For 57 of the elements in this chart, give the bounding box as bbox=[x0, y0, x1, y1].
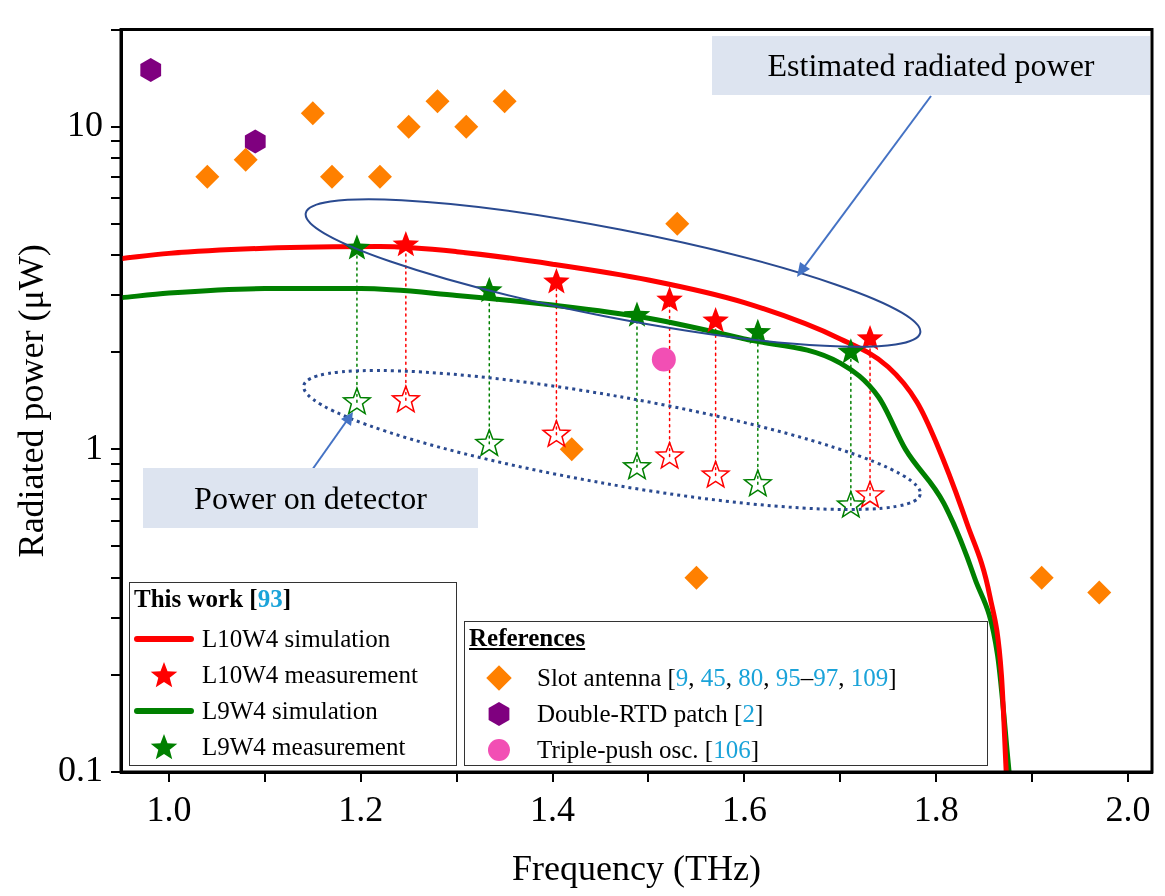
point bbox=[623, 301, 651, 327]
point bbox=[855, 480, 885, 508]
point bbox=[651, 347, 676, 372]
point bbox=[665, 211, 690, 236]
y-tick-label: 0.1 bbox=[58, 749, 103, 790]
y-axis-title: Radiated power (μW) bbox=[11, 244, 52, 558]
point bbox=[543, 268, 570, 294]
x-tick-label: 1.6 bbox=[721, 789, 767, 830]
point bbox=[244, 129, 266, 154]
x-tick-label: 1.0 bbox=[146, 789, 192, 830]
legend-label: L9W4 measurement bbox=[202, 733, 406, 761]
point bbox=[837, 338, 865, 364]
point bbox=[744, 318, 772, 344]
point bbox=[702, 306, 729, 333]
point bbox=[195, 164, 220, 189]
point bbox=[140, 57, 162, 82]
y-tick-label: 10 bbox=[67, 104, 103, 145]
point bbox=[391, 385, 420, 413]
x-tick-label: 1.8 bbox=[913, 789, 959, 830]
point bbox=[1087, 580, 1112, 605]
legend-label: L10W4 measurement bbox=[202, 661, 418, 689]
point bbox=[492, 89, 517, 114]
legend-label: Double-RTD patch [2] bbox=[537, 700, 764, 728]
point bbox=[542, 419, 571, 447]
point bbox=[475, 429, 504, 456]
x-tick-label: 2.0 bbox=[1105, 789, 1151, 830]
x-tick-label: 1.4 bbox=[530, 789, 576, 830]
callout-box: Power on detector bbox=[143, 468, 478, 528]
x-axis-title: Frequency (THz) bbox=[512, 847, 761, 888]
point bbox=[701, 460, 730, 488]
point bbox=[559, 437, 584, 462]
point bbox=[396, 114, 421, 139]
callout-box: Estimated radiated power bbox=[712, 36, 1150, 95]
point bbox=[836, 490, 865, 518]
x-tick-label: 1.2 bbox=[338, 789, 384, 830]
legend-label: L9W4 simulation bbox=[202, 697, 378, 725]
point bbox=[233, 147, 258, 172]
point bbox=[425, 89, 450, 114]
point bbox=[856, 324, 884, 351]
point bbox=[622, 452, 652, 480]
legend-label: Triple-push osc. [106] bbox=[537, 736, 759, 764]
legend-title: This work [93] bbox=[134, 585, 291, 612]
text: Slot antenna [9, 45, 80, 95–97, 109] bbox=[537, 664, 897, 691]
point bbox=[342, 387, 371, 415]
point bbox=[320, 164, 344, 189]
point bbox=[684, 565, 709, 590]
point bbox=[1029, 565, 1054, 590]
point bbox=[454, 114, 479, 139]
point bbox=[300, 101, 325, 126]
annotation: References bbox=[469, 624, 587, 653]
y-tick-label: 1 bbox=[85, 426, 103, 467]
point bbox=[392, 230, 420, 257]
legend-label: L10W4 simulation bbox=[202, 625, 391, 653]
point bbox=[655, 441, 684, 469]
point bbox=[367, 164, 392, 189]
point bbox=[656, 286, 683, 312]
point bbox=[743, 469, 772, 497]
